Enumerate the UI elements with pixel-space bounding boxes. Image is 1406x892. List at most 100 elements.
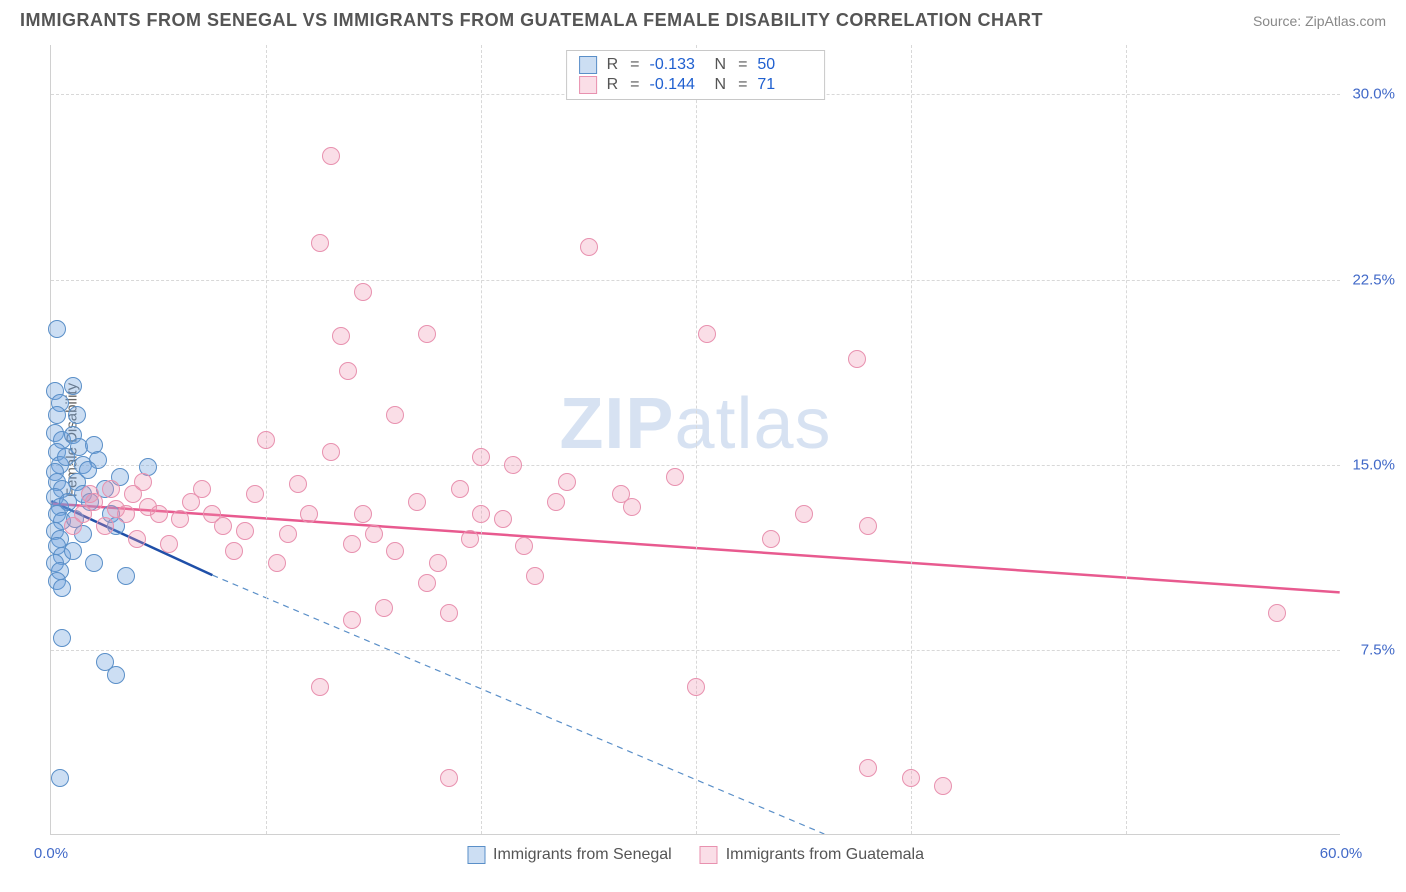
scatter-point	[440, 769, 458, 787]
scatter-point	[322, 443, 340, 461]
x-tick-label: 60.0%	[1320, 845, 1363, 862]
chart-container: Female Disability ZIPatlas R = -0.133 N …	[50, 45, 1390, 835]
scatter-point	[343, 535, 361, 553]
legend-label-senegal: Immigrants from Senegal	[493, 846, 672, 864]
gridline-v	[911, 45, 912, 834]
y-tick-label: 30.0%	[1352, 86, 1395, 103]
gridline-v	[696, 45, 697, 834]
scatter-point	[59, 493, 77, 511]
source-attribution: Source: ZipAtlas.com	[1253, 13, 1386, 29]
scatter-point	[859, 759, 877, 777]
scatter-point	[57, 448, 75, 466]
scatter-point	[408, 493, 426, 511]
scatter-point	[934, 777, 952, 795]
scatter-point	[322, 147, 340, 165]
scatter-point	[64, 377, 82, 395]
gridline-v	[1126, 45, 1127, 834]
scatter-point	[472, 448, 490, 466]
scatter-point	[375, 599, 393, 617]
gridline-v	[481, 45, 482, 834]
y-tick-label: 22.5%	[1352, 271, 1395, 288]
scatter-point	[117, 567, 135, 585]
scatter-point	[102, 480, 120, 498]
chart-title: IMMIGRANTS FROM SENEGAL VS IMMIGRANTS FR…	[20, 10, 1043, 31]
bottom-swatch-guatemala	[700, 846, 718, 864]
scatter-point	[81, 485, 99, 503]
scatter-point	[440, 604, 458, 622]
scatter-point	[150, 505, 168, 523]
scatter-point	[451, 480, 469, 498]
scatter-point	[79, 461, 97, 479]
scatter-point	[526, 567, 544, 585]
scatter-point	[472, 505, 490, 523]
x-tick-label: 0.0%	[34, 845, 68, 862]
scatter-point	[687, 678, 705, 696]
scatter-point	[300, 505, 318, 523]
scatter-point	[762, 530, 780, 548]
scatter-point	[51, 769, 69, 787]
r-value-senegal: -0.133	[650, 56, 705, 74]
legend-swatch-guatemala	[579, 76, 597, 94]
scatter-point	[48, 320, 66, 338]
scatter-point	[547, 493, 565, 511]
legend-swatch-senegal	[579, 56, 597, 74]
r-label: R	[607, 56, 619, 74]
scatter-point	[795, 505, 813, 523]
scatter-point	[339, 362, 357, 380]
scatter-point	[848, 350, 866, 368]
scatter-point	[268, 554, 286, 572]
scatter-point	[429, 554, 447, 572]
legend-item-guatemala: Immigrants from Guatemala	[700, 846, 924, 864]
series-legend: Immigrants from Senegal Immigrants from …	[467, 846, 924, 864]
legend-row-guatemala: R = -0.144 N = 71	[579, 75, 813, 95]
plot-area: ZIPatlas R = -0.133 N = 50 R = -0.144 N …	[50, 45, 1340, 835]
scatter-point	[418, 325, 436, 343]
scatter-point	[386, 406, 404, 424]
correlation-legend: R = -0.133 N = 50 R = -0.144 N = 71	[566, 50, 826, 100]
n-value-guatemala: 71	[757, 76, 812, 94]
watermark-zip: ZIP	[559, 384, 674, 464]
scatter-point	[902, 769, 920, 787]
scatter-point	[171, 510, 189, 528]
scatter-point	[515, 537, 533, 555]
scatter-point	[48, 406, 66, 424]
scatter-point	[53, 629, 71, 647]
scatter-point	[461, 530, 479, 548]
scatter-point	[182, 493, 200, 511]
scatter-point	[246, 485, 264, 503]
scatter-point	[558, 473, 576, 491]
scatter-point	[859, 517, 877, 535]
scatter-point	[128, 530, 146, 548]
scatter-point	[354, 283, 372, 301]
scatter-point	[257, 431, 275, 449]
scatter-point	[236, 522, 254, 540]
scatter-point	[365, 525, 383, 543]
scatter-point	[494, 510, 512, 528]
scatter-point	[279, 525, 297, 543]
scatter-point	[85, 554, 103, 572]
scatter-point	[134, 473, 152, 491]
scatter-point	[354, 505, 372, 523]
scatter-point	[580, 238, 598, 256]
r-value-guatemala: -0.144	[650, 76, 705, 94]
scatter-point	[612, 485, 630, 503]
scatter-point	[698, 325, 716, 343]
bottom-swatch-senegal	[467, 846, 485, 864]
legend-item-senegal: Immigrants from Senegal	[467, 846, 672, 864]
scatter-point	[289, 475, 307, 493]
scatter-point	[160, 535, 178, 553]
scatter-point	[68, 406, 86, 424]
n-label: N	[715, 56, 727, 74]
scatter-point	[343, 611, 361, 629]
scatter-point	[386, 542, 404, 560]
legend-row-senegal: R = -0.133 N = 50	[579, 55, 813, 75]
scatter-point	[64, 542, 82, 560]
watermark-atlas: atlas	[674, 384, 831, 464]
scatter-point	[225, 542, 243, 560]
scatter-point	[64, 517, 82, 535]
scatter-point	[332, 327, 350, 345]
scatter-point	[666, 468, 684, 486]
scatter-point	[107, 666, 125, 684]
scatter-point	[96, 517, 114, 535]
scatter-point	[117, 505, 135, 523]
